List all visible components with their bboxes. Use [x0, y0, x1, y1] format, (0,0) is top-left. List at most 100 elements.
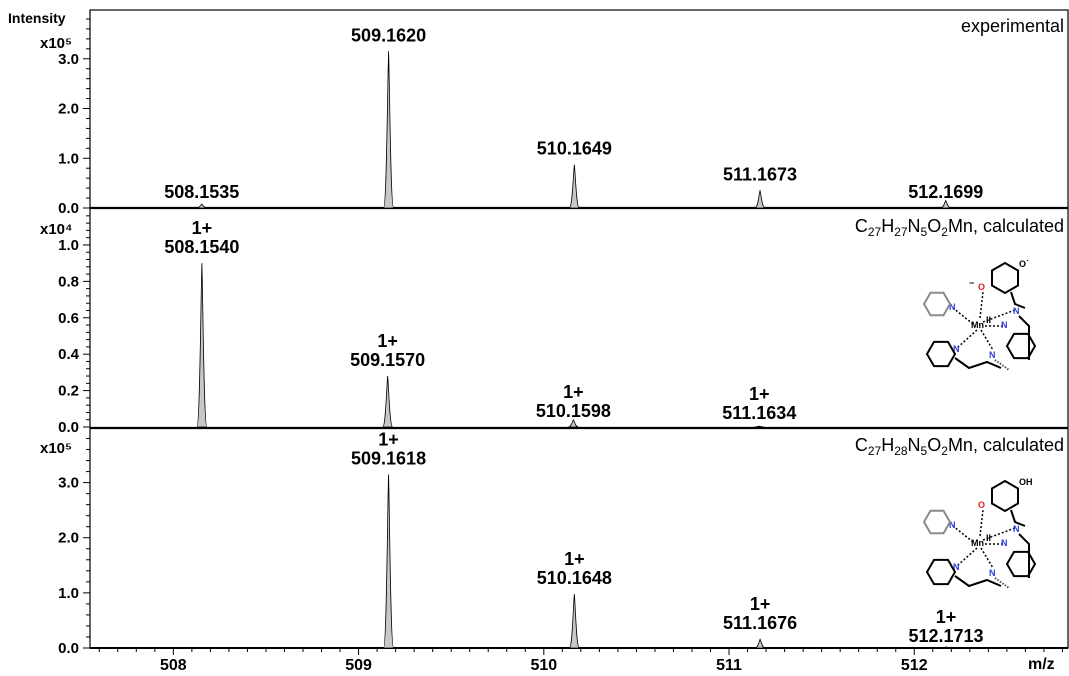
oxygen-atom: O — [978, 500, 985, 510]
peak — [568, 593, 580, 649]
peak-label: 509.1620 — [351, 25, 426, 45]
formula-part: Mn, calculated — [948, 435, 1064, 455]
peak — [568, 418, 579, 428]
y-exponent-label: x10⁴ — [40, 221, 72, 238]
peak-label: 512.1699 — [908, 182, 983, 202]
peak-label: 511.1676 — [723, 613, 797, 633]
coordination-bond — [982, 309, 1016, 323]
peak-charge-label: 1+ — [563, 382, 584, 402]
nitrogen-atom: N — [949, 302, 956, 312]
nitrogen-atom: N — [953, 562, 960, 572]
y-exponent-label: x10⁵ — [40, 440, 72, 457]
formula-subscript: 27 — [868, 444, 882, 458]
x-tick-label: 512 — [901, 657, 928, 674]
peak-label: 511.1673 — [723, 165, 797, 185]
coordination-bond — [956, 547, 978, 567]
formula-part: O — [927, 216, 941, 236]
y-tick-label: 0.4 — [58, 346, 80, 363]
y-tick-label: 0.8 — [58, 273, 79, 290]
formula-subscript: 27 — [894, 225, 908, 239]
formula-subscript: 28 — [894, 444, 908, 458]
panel-title: experimental — [961, 16, 1064, 36]
peak-label: 512.1713 — [908, 626, 983, 646]
nitrogen-atom: N — [1013, 306, 1020, 316]
y-tick-label: 2.0 — [58, 101, 79, 118]
peak — [754, 189, 766, 209]
peak — [754, 425, 765, 428]
pyridine-ring-faded — [922, 291, 952, 317]
x-axis-title: m/z — [1028, 656, 1055, 673]
peaks-layer — [196, 51, 951, 649]
nitrogen-atom: N — [989, 350, 996, 360]
pyridine-ring — [925, 558, 957, 586]
phenol-ring — [991, 261, 1019, 295]
hashed-bond — [994, 359, 1010, 371]
formula-subscript: 5 — [921, 225, 928, 239]
formula-subscript: 5 — [921, 444, 928, 458]
nitrogen-atom: N — [989, 568, 996, 578]
oxygen-atom: O — [978, 282, 985, 292]
y-tick-label: 0.0 — [58, 419, 79, 436]
y-axis-title: Intensity — [8, 10, 66, 26]
methylene-bond — [1010, 509, 1026, 527]
coordination-bond — [979, 291, 984, 319]
coordination-bond — [956, 329, 978, 349]
nitrogen-atom: N — [953, 344, 960, 354]
y-tick-label: 0.0 — [58, 200, 79, 217]
y-tick-label: 3.0 — [58, 475, 79, 492]
peak-charge-label: 1+ — [750, 594, 771, 614]
formula-subscript: 2 — [941, 444, 948, 458]
y-tick-label: 1.0 — [58, 237, 79, 254]
formula-part: C — [855, 435, 868, 455]
chemical-structure: O˙O−MnIINNNNN — [922, 259, 1037, 371]
peak-charge-label: 1+ — [377, 331, 398, 351]
pyridine-ring — [1005, 332, 1037, 360]
y-exponent-label: x10⁵ — [40, 35, 72, 52]
labels-layer: 508 509 510 511 512 0.0 1.0 2.0 3.0 x10⁵ experimen… — [40, 16, 1064, 674]
pyridine-ring — [1005, 550, 1037, 578]
coordination-bond — [982, 527, 1016, 541]
peak-charge-label: 1+ — [564, 549, 585, 569]
panel-title: C27H28N5O2Mn, calculated — [855, 435, 1064, 458]
formula-part: H — [881, 216, 894, 236]
x-tick-label: 511 — [716, 657, 742, 674]
peak-charge-label: 1+ — [936, 607, 957, 627]
peak — [940, 646, 951, 649]
peak-charge-label: 1+ — [378, 429, 399, 449]
nitrogen-atom: N — [1001, 320, 1008, 330]
peak-label: 509.1618 — [351, 448, 426, 468]
phenol-ring — [991, 479, 1019, 513]
peak-label: 508.1540 — [164, 237, 239, 257]
nitrogen-atom: N — [949, 520, 956, 530]
peak-label: 510.1649 — [537, 139, 612, 159]
y-tick-label: 0.6 — [58, 310, 79, 327]
formula-part: Mn, calculated — [948, 216, 1064, 236]
nitrogen-atom: N — [1001, 538, 1008, 548]
coordination-bond — [980, 547, 994, 569]
peak — [940, 199, 951, 209]
coordination-bond — [952, 307, 974, 325]
formula-part: C — [855, 216, 868, 236]
coordination-bond — [980, 329, 994, 351]
formula-subscript: 27 — [868, 225, 882, 239]
coordination-bond — [952, 525, 974, 543]
formula-part: H — [881, 435, 894, 455]
oxygen-charge: − — [969, 278, 974, 288]
y-tick-label: 1.0 — [58, 585, 79, 602]
x-tick-label: 508 — [160, 657, 187, 674]
backbone-bonds — [954, 315, 1030, 370]
coordination-bond — [979, 509, 984, 537]
peak-label: 511.1634 — [722, 403, 796, 423]
peak-label: 510.1598 — [536, 401, 611, 421]
x-tick-label: 510 — [530, 657, 557, 674]
peak-label: 508.1535 — [164, 182, 239, 202]
x-tick-label: 509 — [345, 657, 372, 674]
peak-charge-label: 1+ — [192, 218, 213, 238]
peak — [383, 51, 394, 209]
hashed-bond — [994, 577, 1010, 589]
peak — [754, 638, 766, 649]
structures-layer: O˙O−MnIINNNNNOHOMnIINNNNN — [922, 259, 1037, 589]
peak — [196, 263, 208, 428]
y-tick-label: 0.0 — [58, 640, 79, 657]
